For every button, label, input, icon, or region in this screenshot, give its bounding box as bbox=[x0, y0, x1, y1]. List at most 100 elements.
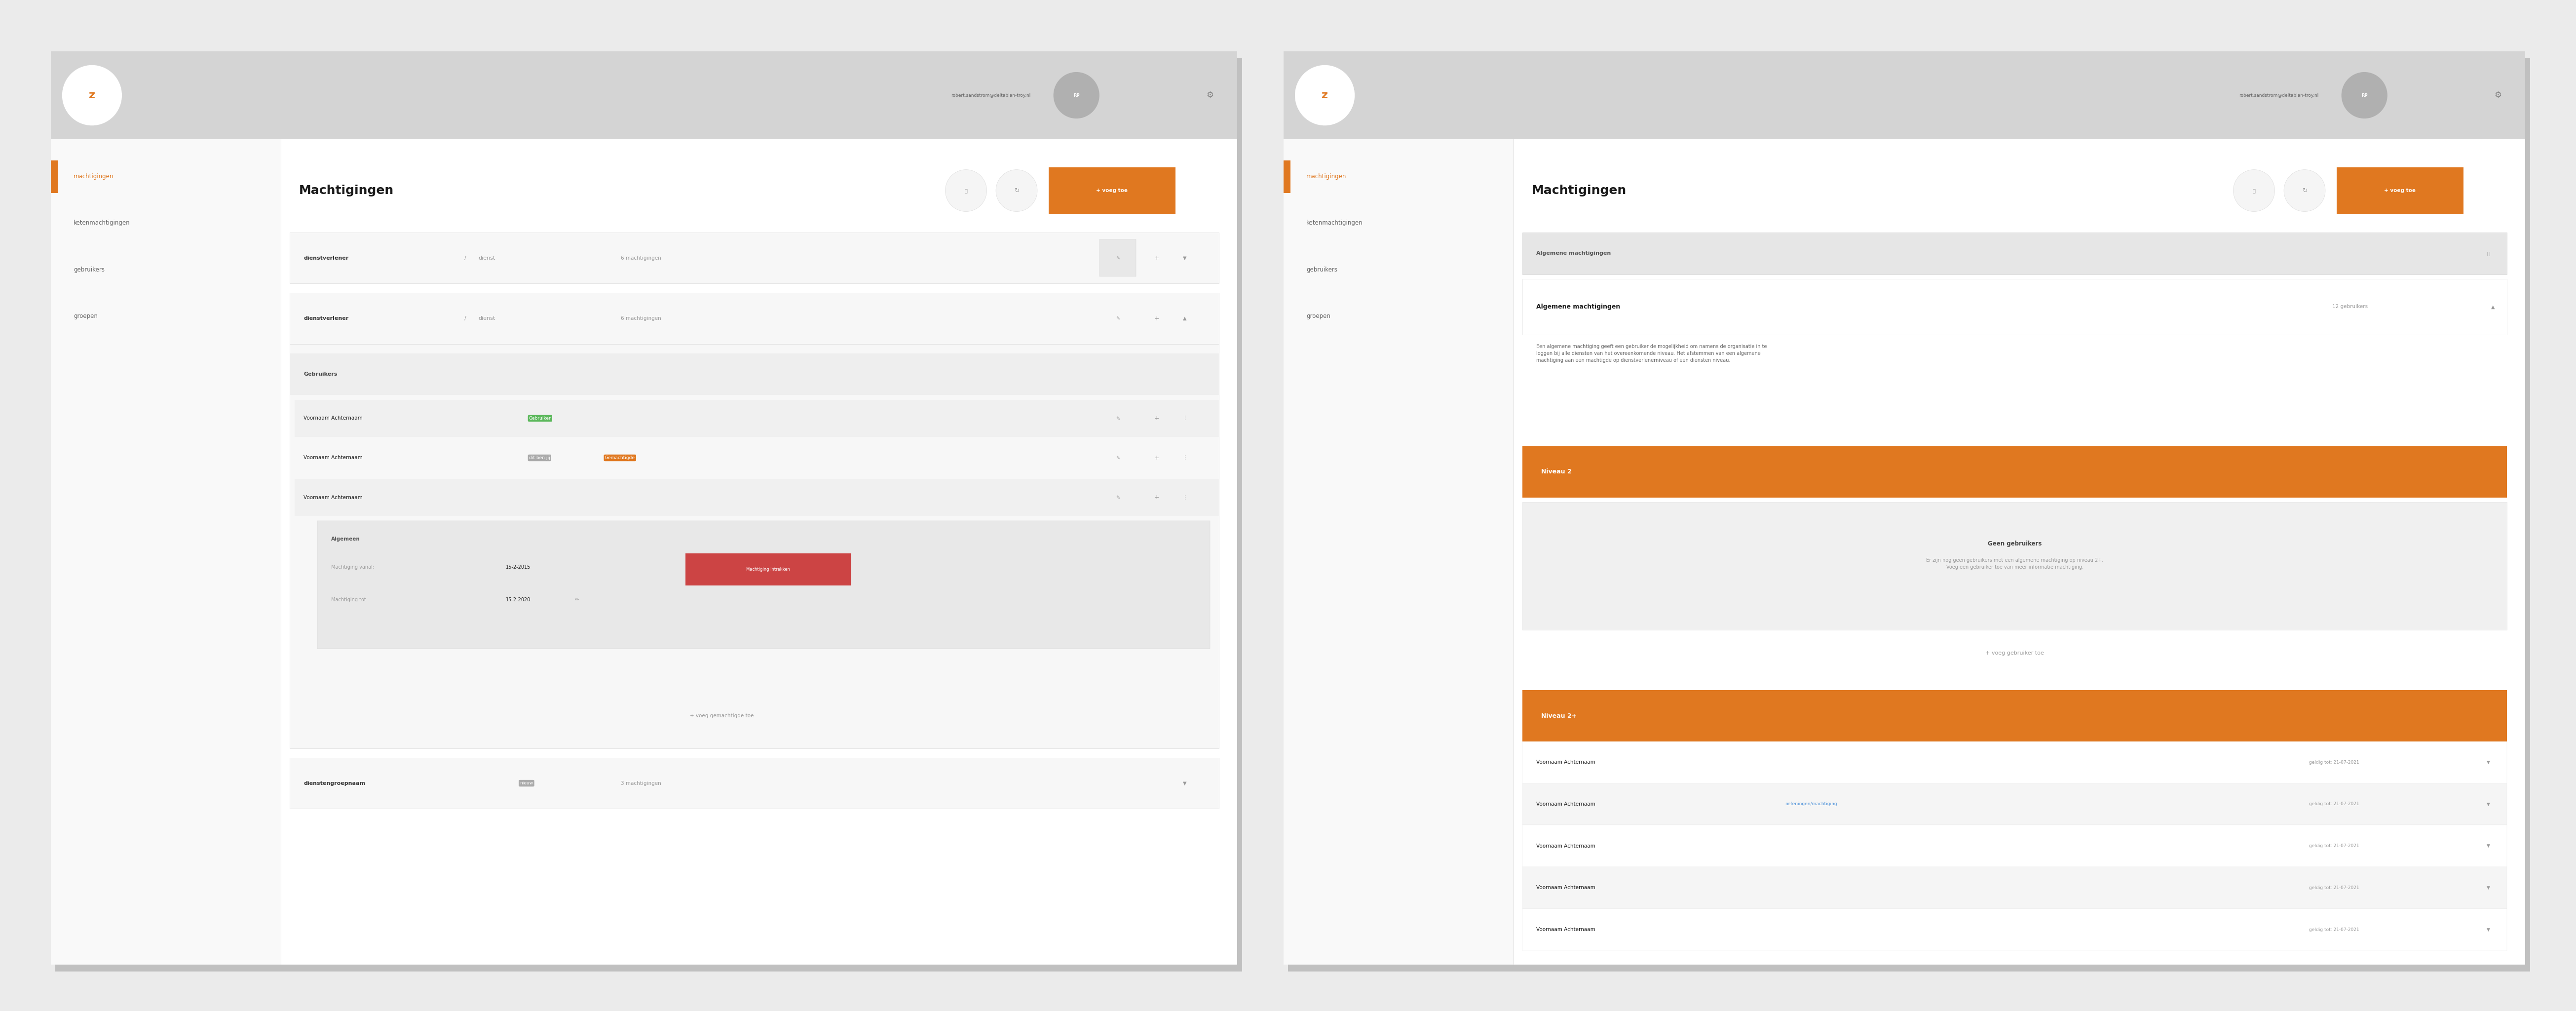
Text: ▼: ▼ bbox=[2486, 927, 2491, 932]
Text: ↻: ↻ bbox=[1015, 187, 1020, 194]
Ellipse shape bbox=[62, 65, 121, 125]
Text: robert.sandstrom@deltablan-troy.nl: robert.sandstrom@deltablan-troy.nl bbox=[951, 93, 1030, 97]
Text: Algemene machtigingen: Algemene machtigingen bbox=[1535, 303, 1620, 310]
Text: gebruikers: gebruikers bbox=[1306, 266, 1337, 273]
Text: dienstengroepnaam: dienstengroepnaam bbox=[304, 780, 366, 786]
Bar bbox=[2336, 168, 2463, 213]
Bar bbox=[1522, 866, 2506, 909]
Text: ✎: ✎ bbox=[1115, 316, 1121, 320]
Text: dienst: dienst bbox=[479, 256, 495, 261]
Text: + voeg gemachtigde toe: + voeg gemachtigde toe bbox=[690, 714, 755, 718]
Text: Machtigingen: Machtigingen bbox=[299, 185, 394, 196]
Text: geldig tot: 21-07-2021: geldig tot: 21-07-2021 bbox=[2308, 927, 2360, 932]
Ellipse shape bbox=[2285, 170, 2326, 211]
Text: 🔍: 🔍 bbox=[963, 188, 969, 193]
Text: dit ben jij: dit ben jij bbox=[528, 456, 551, 460]
Text: RP: RP bbox=[1074, 93, 1079, 97]
Text: Machtiging intrekken: Machtiging intrekken bbox=[747, 567, 791, 571]
Text: dienstverlener: dienstverlener bbox=[304, 256, 348, 261]
Bar bbox=[1522, 741, 2506, 784]
Bar bbox=[1522, 279, 2506, 335]
Bar bbox=[1048, 168, 1175, 213]
Ellipse shape bbox=[997, 170, 1038, 211]
Text: Voornaam Achternaam: Voornaam Achternaam bbox=[1535, 886, 1595, 891]
Text: + voeg toe: + voeg toe bbox=[1097, 188, 1128, 193]
Bar bbox=[1283, 52, 2524, 964]
Text: geldig tot: 21-07-2021: geldig tot: 21-07-2021 bbox=[2308, 802, 2360, 807]
Text: gebruikers: gebruikers bbox=[75, 266, 106, 273]
Bar bbox=[1522, 784, 2506, 825]
Ellipse shape bbox=[1054, 72, 1100, 118]
Text: ▼: ▼ bbox=[2486, 886, 2491, 890]
Text: z: z bbox=[1321, 90, 1329, 100]
Text: z: z bbox=[88, 90, 95, 100]
Bar bbox=[1283, 140, 1515, 964]
Bar bbox=[1522, 691, 2506, 741]
Text: +: + bbox=[1154, 494, 1159, 500]
Text: ✎: ✎ bbox=[1115, 455, 1121, 460]
Text: ✎: ✎ bbox=[1115, 416, 1121, 421]
Text: ⚙: ⚙ bbox=[1206, 91, 1213, 100]
Text: dienstverlener: dienstverlener bbox=[304, 316, 348, 320]
Text: machtigingen: machtigingen bbox=[75, 174, 113, 180]
Text: Gebruiker: Gebruiker bbox=[528, 417, 551, 421]
Bar bbox=[54, 58, 1242, 972]
Text: 3 machtigingen: 3 machtigingen bbox=[621, 780, 662, 786]
Text: nieuw: nieuw bbox=[520, 782, 533, 786]
Bar bbox=[1283, 52, 2524, 140]
Text: Voornaam Achternaam: Voornaam Achternaam bbox=[1535, 843, 1595, 848]
Text: ketenmachtigingen: ketenmachtigingen bbox=[1306, 220, 1363, 226]
Bar bbox=[294, 399, 1218, 437]
Text: Niveau 2: Niveau 2 bbox=[1540, 468, 1571, 475]
Text: robert.sandstrom@deltablan-troy.nl: robert.sandstrom@deltablan-troy.nl bbox=[2239, 93, 2318, 97]
Text: ↻: ↻ bbox=[2303, 187, 2308, 194]
Bar bbox=[1288, 58, 2530, 972]
Text: ⋮: ⋮ bbox=[1182, 455, 1188, 460]
Text: Gemachtigde: Gemachtigde bbox=[605, 456, 636, 460]
Text: Machtigingen: Machtigingen bbox=[1533, 185, 1625, 196]
Text: Machtiging tot:: Machtiging tot: bbox=[332, 598, 368, 603]
Text: 12 gebruikers: 12 gebruikers bbox=[2331, 304, 2367, 309]
Text: ▲: ▲ bbox=[2491, 304, 2496, 309]
Text: Voornaam Achternaam: Voornaam Achternaam bbox=[1535, 927, 1595, 932]
Text: nefeningen/machtiging: nefeningen/machtiging bbox=[1785, 802, 1837, 807]
Bar bbox=[294, 479, 1218, 516]
Text: Er zijn nog geen gebruikers met een algemene machtiging op niveau 2+.
Voeg een g: Er zijn nog geen gebruikers met een alge… bbox=[1927, 558, 2105, 569]
Bar bbox=[52, 52, 1236, 964]
Ellipse shape bbox=[1296, 65, 1355, 125]
Text: 6 machtigingen: 6 machtigingen bbox=[621, 256, 662, 261]
Ellipse shape bbox=[945, 170, 987, 211]
Bar bbox=[289, 353, 1218, 395]
Text: ▼: ▼ bbox=[1182, 256, 1188, 261]
Text: +: + bbox=[1154, 255, 1159, 261]
Text: ▲: ▲ bbox=[1182, 316, 1188, 320]
Text: ketenmachtigingen: ketenmachtigingen bbox=[75, 220, 131, 226]
Text: Niveau 2+: Niveau 2+ bbox=[1540, 713, 1577, 719]
Text: ✎: ✎ bbox=[1115, 256, 1121, 261]
Text: Algemene machtigingen: Algemene machtigingen bbox=[1535, 251, 1610, 256]
Text: + voeg gebruiker toe: + voeg gebruiker toe bbox=[1986, 651, 2045, 655]
Bar bbox=[1522, 233, 2506, 274]
Text: ⚙: ⚙ bbox=[2494, 91, 2501, 100]
Text: Voornaam Achternaam: Voornaam Achternaam bbox=[1535, 802, 1595, 807]
Text: Voornaam Achternaam: Voornaam Achternaam bbox=[304, 416, 363, 421]
Bar bbox=[289, 233, 1218, 283]
Text: groepen: groepen bbox=[75, 312, 98, 319]
Ellipse shape bbox=[2476, 240, 2501, 267]
Text: +: + bbox=[1154, 455, 1159, 461]
Bar bbox=[1522, 502, 2506, 630]
Text: +: + bbox=[1154, 315, 1159, 321]
Bar bbox=[317, 521, 1211, 648]
Text: geldig tot: 21-07-2021: geldig tot: 21-07-2021 bbox=[2308, 844, 2360, 848]
Text: Voornaam Achternaam: Voornaam Achternaam bbox=[304, 495, 363, 499]
Bar bbox=[1283, 161, 1291, 193]
Text: Een algemene machtiging geeft een gebruiker de mogelijkheid om namens de organis: Een algemene machtiging geeft een gebrui… bbox=[1535, 344, 1767, 363]
Bar bbox=[1522, 825, 2506, 866]
Text: +: + bbox=[1154, 416, 1159, 422]
Bar bbox=[1100, 240, 1136, 277]
Text: ▼: ▼ bbox=[2486, 760, 2491, 764]
Text: Algemeen: Algemeen bbox=[332, 537, 361, 542]
Text: groepen: groepen bbox=[1306, 312, 1332, 319]
Text: + voeg toe: + voeg toe bbox=[2385, 188, 2416, 193]
Text: dienst: dienst bbox=[479, 316, 495, 320]
